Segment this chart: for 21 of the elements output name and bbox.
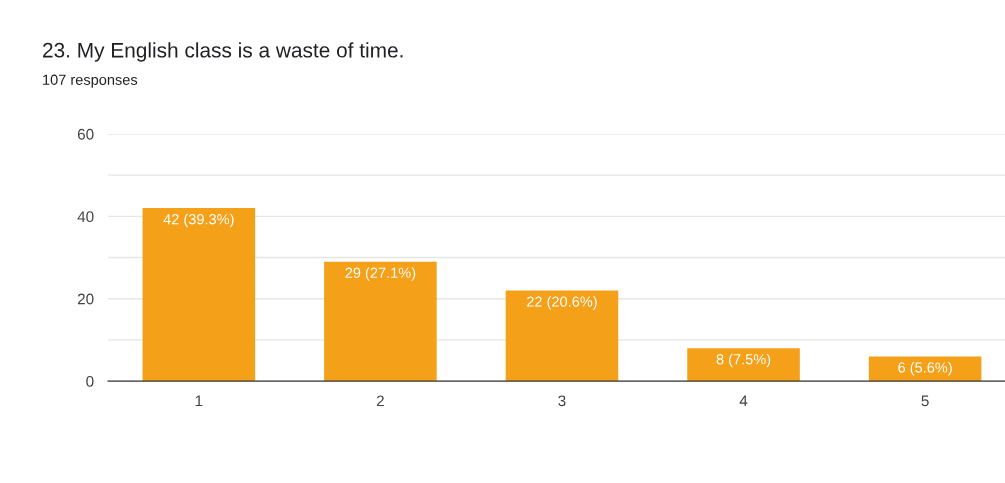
bar	[868, 356, 982, 382]
x-tick-label: 4	[739, 395, 748, 407]
data-label: 8 (7.5%)	[716, 353, 771, 368]
bar	[505, 290, 619, 382]
bar	[324, 261, 437, 382]
bar	[687, 348, 800, 382]
y-tick-label: 20	[77, 293, 94, 305]
chart-subtitle: 107 responses	[43, 74, 138, 88]
data-label: 22 (20.6%)	[527, 296, 597, 310]
x-tick-label: 3	[558, 395, 566, 407]
chart-title: 23. My English class is a waste of time.	[43, 42, 403, 62]
x-tick-label: 1	[195, 395, 203, 407]
y-tick-label: 0	[86, 375, 94, 387]
x-tick-label: 2	[376, 395, 384, 407]
x-tick-label: 5	[921, 395, 929, 407]
data-label: 29 (27.1%)	[345, 267, 416, 281]
bar	[142, 208, 256, 382]
data-label: 6 (5.6%)	[898, 361, 952, 376]
data-label: 42 (39.3%)	[163, 213, 234, 228]
y-tick-label: 40	[77, 211, 94, 223]
y-tick-label: 60	[77, 128, 94, 140]
